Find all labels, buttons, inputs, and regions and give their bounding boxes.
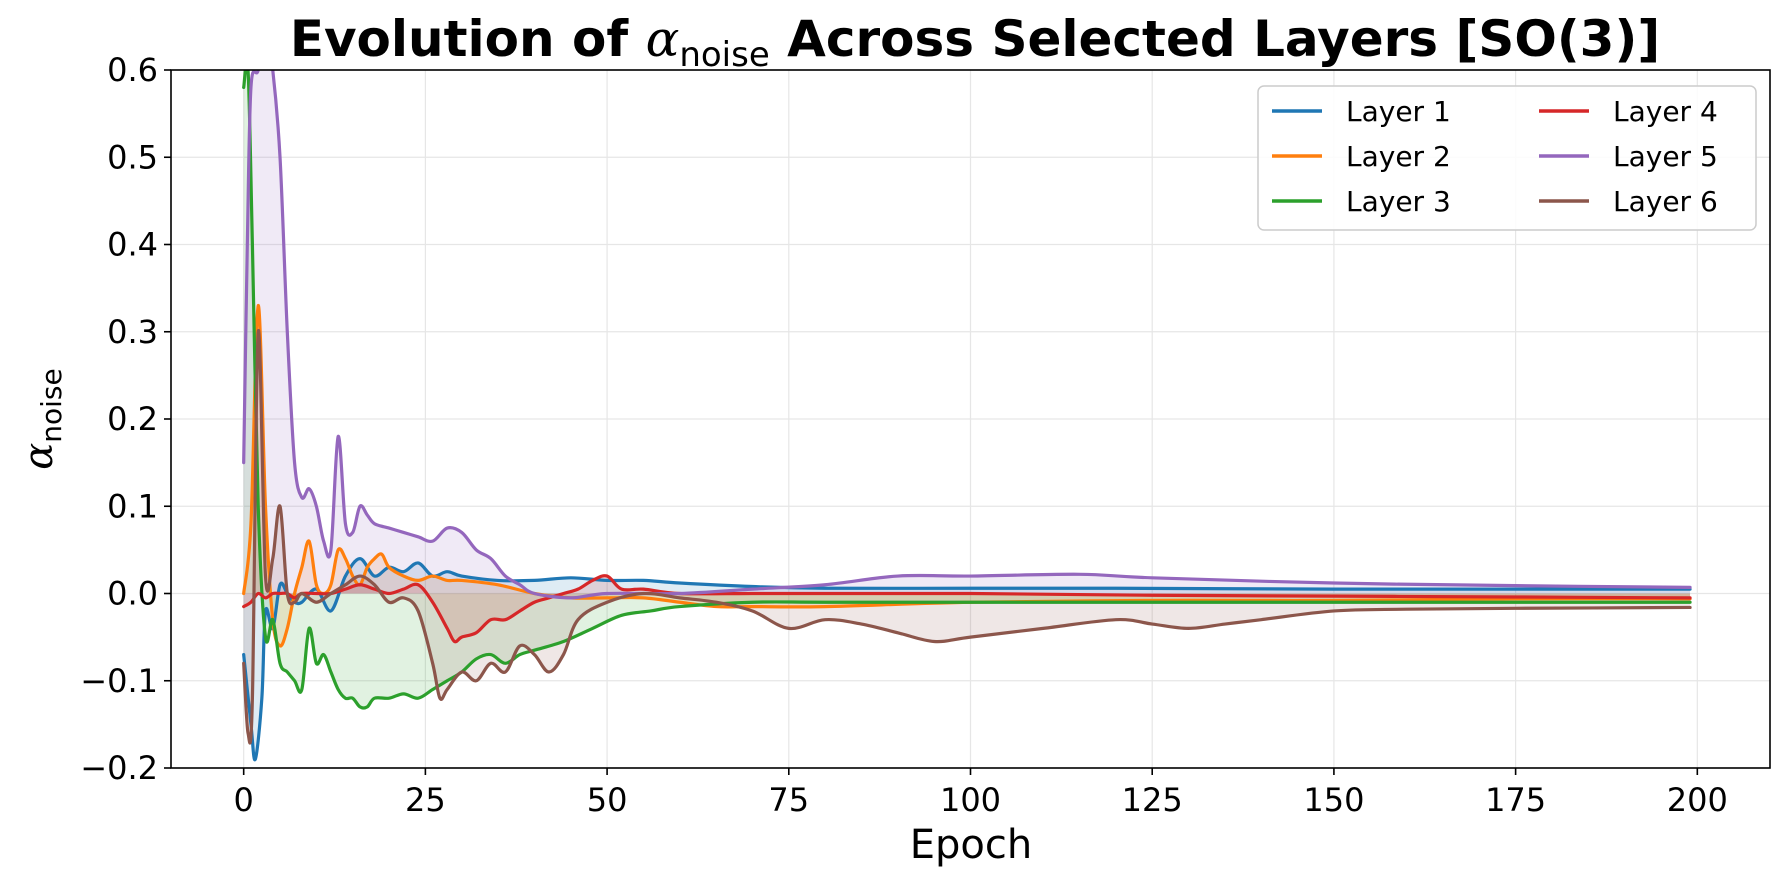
series-line-layer-3 [242, 70, 1692, 710]
x-tick-label: 175 [1485, 781, 1546, 819]
legend-label-layer-2: Layer 2 [1346, 140, 1451, 173]
legend-frame [1257, 85, 1757, 231]
legend-label-layer-3: Layer 3 [1346, 185, 1451, 218]
legend-label-layer-1: Layer 1 [1346, 95, 1451, 128]
x-tick-label: 25 [405, 781, 446, 819]
x-tick-label: 125 [1122, 781, 1183, 819]
x-tick-label: 100 [940, 781, 1001, 819]
y-tick-label: 0.4 [107, 226, 158, 264]
x-tick-label: 75 [768, 781, 809, 819]
series-line-layer-6 [242, 329, 1692, 745]
x-axis-title: Epoch [910, 822, 1032, 868]
series-fill-layer-5 [243, 70, 1691, 598]
y-tick-label: −0.1 [80, 662, 158, 700]
axes [164, 69, 1771, 775]
y-tick-label: 0.2 [107, 400, 158, 438]
x-tick-label: 200 [1667, 781, 1728, 819]
tick-labels: 0 25 50 75 100 125 150 175 200 −0.2 −0.1 0.0 0.1 0.2 0… [80, 51, 1728, 819]
x-tick-label: 150 [1303, 781, 1364, 819]
series-fill-layer-1 [243, 558, 1691, 760]
legend-label-layer-4: Layer 4 [1613, 95, 1718, 128]
series-line-layer-2 [242, 303, 1692, 648]
y-tick-label: −0.2 [80, 749, 158, 787]
x-tick-label: 50 [587, 781, 628, 819]
y-tick-label: 0.0 [107, 575, 158, 613]
series-fill-layer-3 [243, 70, 1691, 709]
y-tick-label: 0.6 [107, 51, 158, 89]
legend: Layer 1 Layer 2 Layer 3 Layer 4 Layer 5 Layer… [1257, 85, 1757, 231]
y-tick-label: 0.3 [107, 313, 158, 351]
legend-label-layer-5: Layer 5 [1613, 140, 1718, 173]
y-axis-title: αnoise [16, 368, 68, 470]
y-tick-label: 0.1 [107, 487, 158, 525]
series-line-layer-4 [242, 574, 1692, 644]
series-lines [242, 70, 1692, 762]
y-tick-label: 0.5 [107, 138, 158, 176]
series-line-layer-5 [242, 70, 1692, 600]
x-tick-label: 0 [234, 781, 254, 819]
legend-label-layer-6: Layer 6 [1613, 185, 1718, 218]
chart-title: Evolution of αnoise Across Selected Laye… [290, 10, 1660, 75]
